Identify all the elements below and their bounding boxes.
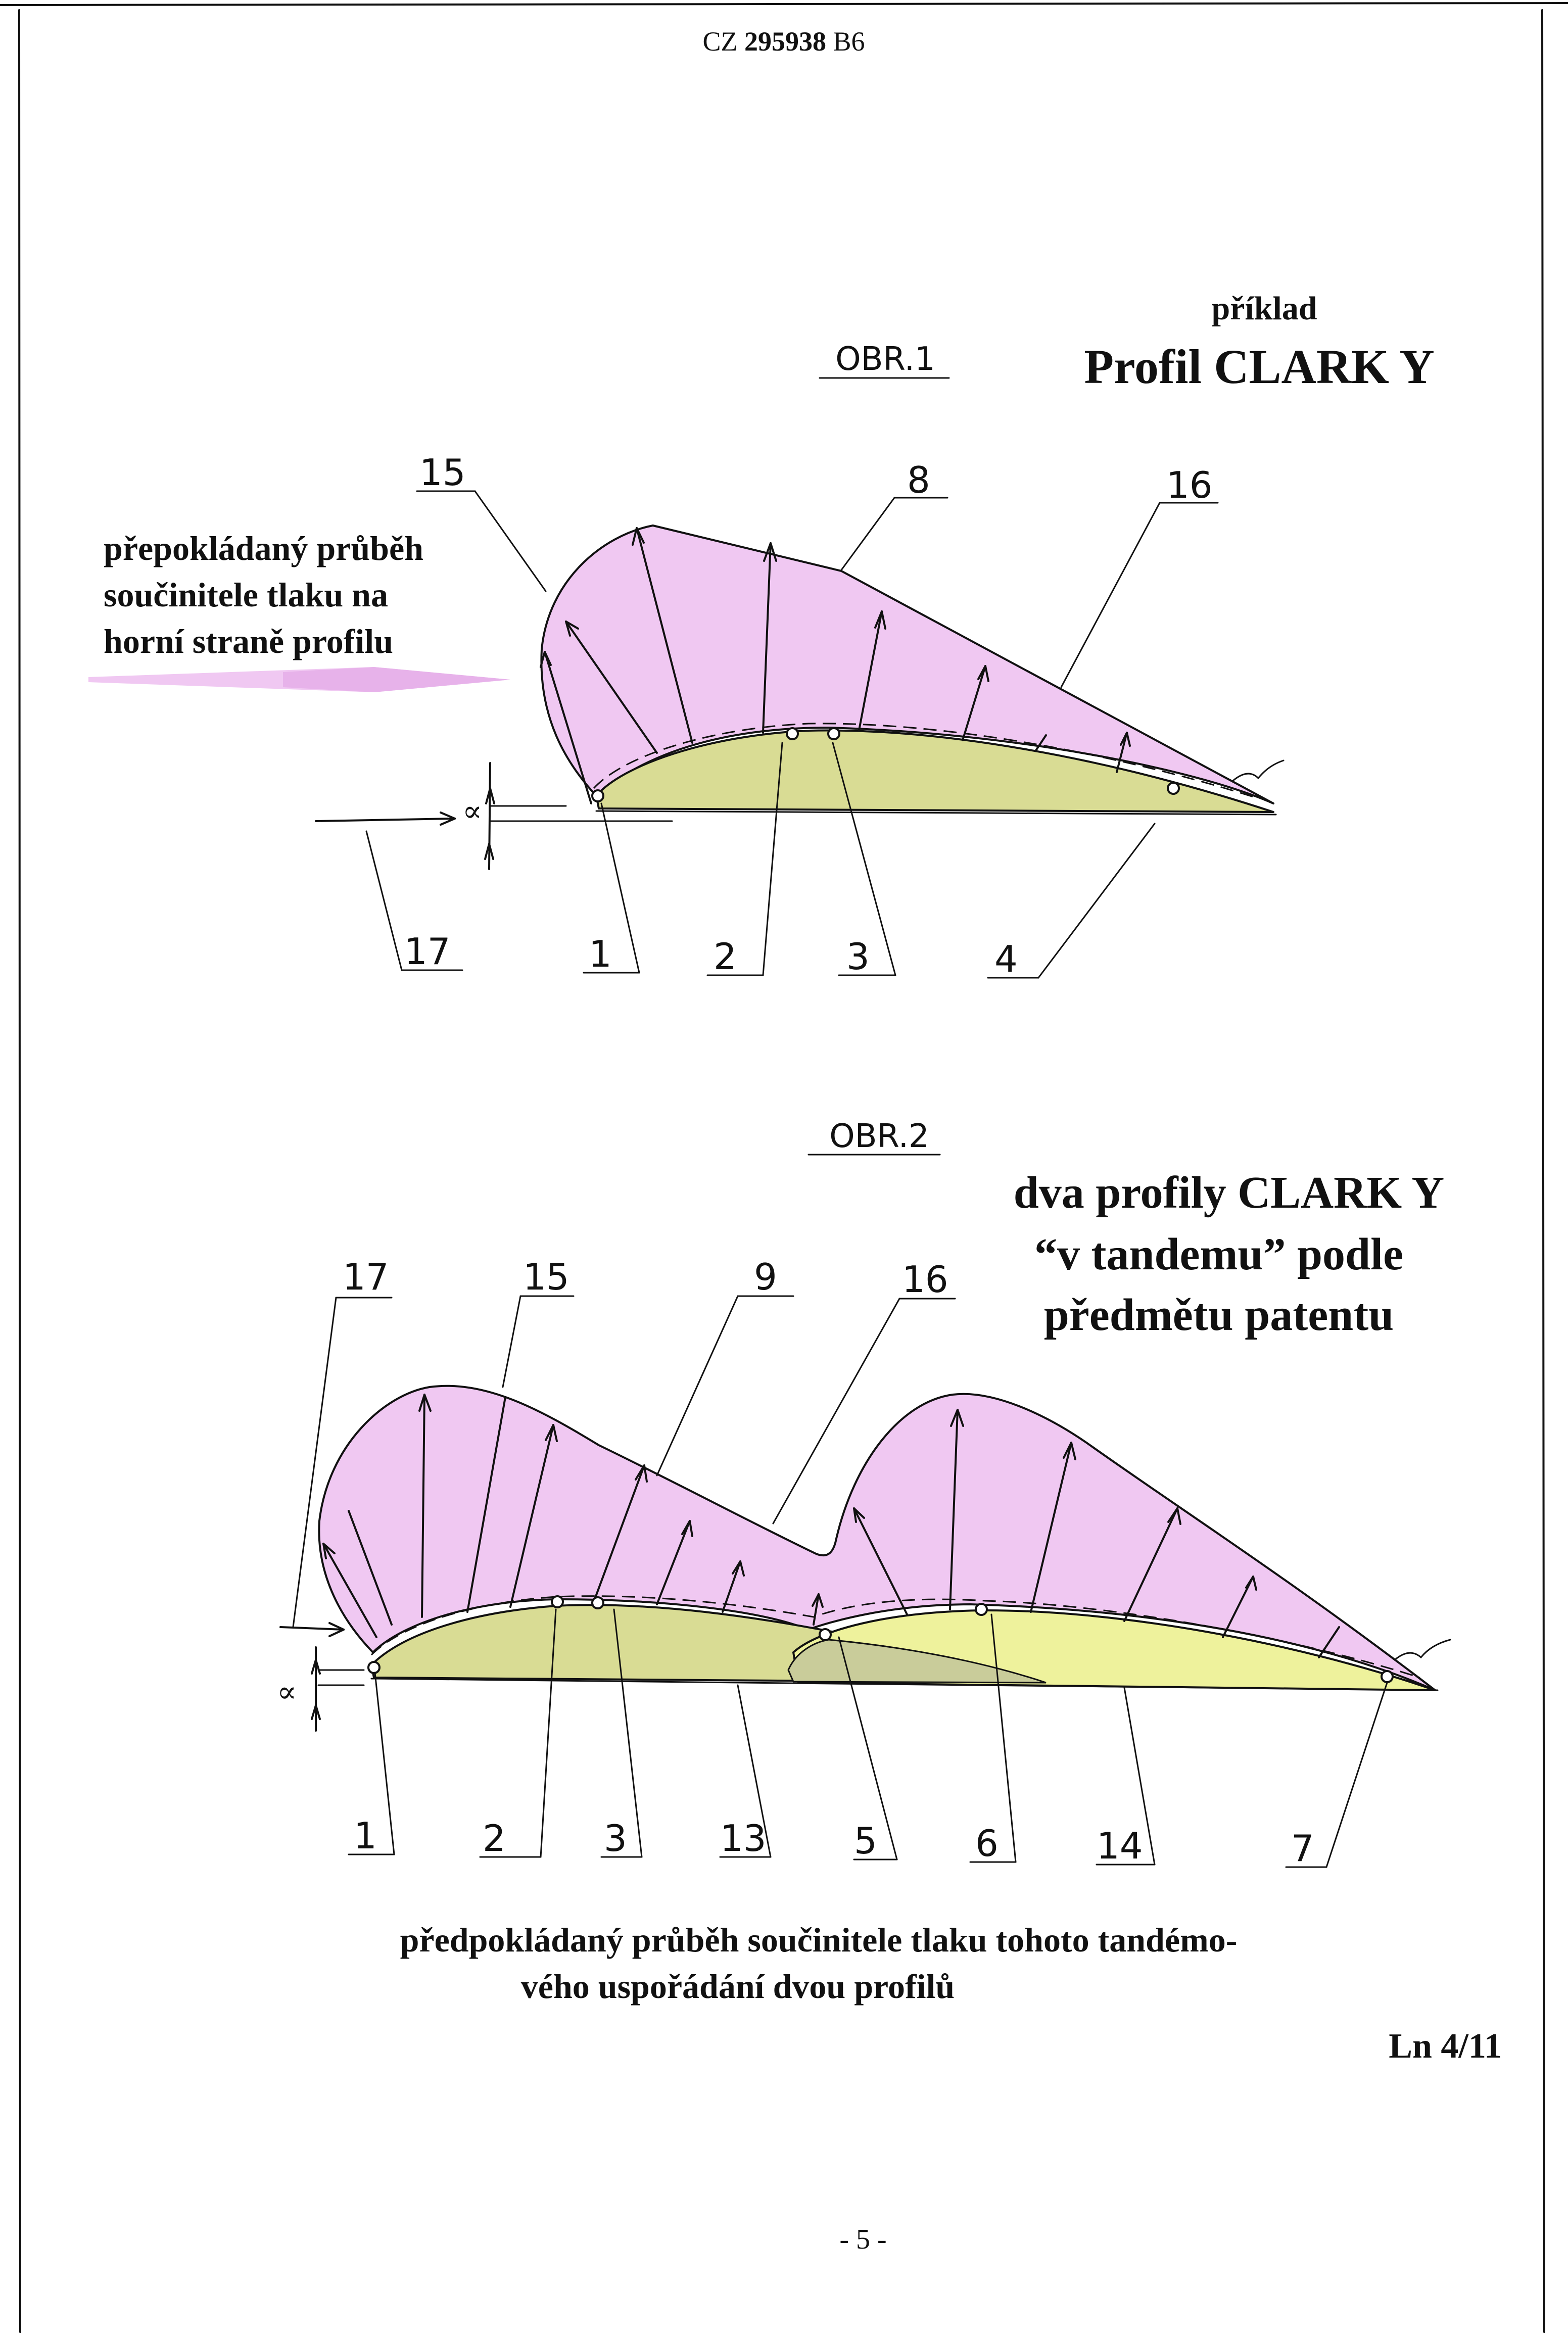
label-6: 6 bbox=[975, 1822, 999, 1865]
node-2 bbox=[551, 1595, 564, 1608]
alpha-symbol-1: ∝ bbox=[462, 795, 482, 828]
label-13: 13 bbox=[720, 1817, 767, 1860]
alpha-symbol-2: ∝ bbox=[277, 1676, 297, 1708]
figure-1: OBR.1 příklad Profil CLARK Y přepokládan… bbox=[88, 290, 1435, 980]
node-1 bbox=[367, 1661, 381, 1674]
label-2: 2 bbox=[483, 1817, 506, 1860]
label-15: 15 bbox=[419, 451, 466, 494]
example-label: příklad bbox=[1211, 290, 1317, 327]
airfoil-overlap bbox=[787, 1639, 1047, 1684]
figure-2-note-1: předpokládaný průběh součinitele tlaku t… bbox=[400, 1921, 1238, 1959]
note-line-3: horní straně profilu bbox=[104, 622, 393, 660]
node-6 bbox=[975, 1603, 988, 1616]
figure-2-title-3: předmětu patentu bbox=[1044, 1290, 1394, 1340]
label-2: 2 bbox=[714, 935, 737, 978]
node-3 bbox=[591, 1596, 604, 1609]
label-1: 1 bbox=[354, 1815, 377, 1857]
label-17: 17 bbox=[343, 1256, 389, 1298]
figure-2-title-2: “v tandemu” podle bbox=[1034, 1229, 1403, 1279]
figure-1-caption: OBR.1 bbox=[835, 341, 935, 378]
sheet-reference: Ln 4/11 bbox=[1389, 2027, 1502, 2066]
figure-2-caption: OBR.2 bbox=[829, 1118, 929, 1155]
node-4 bbox=[1167, 782, 1180, 795]
label-4: 4 bbox=[994, 938, 1018, 980]
flow-arrow-pink bbox=[88, 667, 510, 692]
label-3: 3 bbox=[846, 935, 870, 978]
node-2 bbox=[786, 727, 799, 740]
pressure-arrows-1 bbox=[540, 527, 1131, 804]
note-line-1: přepokládaný průběh bbox=[104, 529, 423, 567]
profile-title: Profil CLARK Y bbox=[1084, 340, 1434, 394]
label-3: 3 bbox=[604, 1817, 627, 1860]
label-1: 1 bbox=[589, 933, 612, 975]
label-9: 9 bbox=[754, 1256, 777, 1298]
leaders-1 bbox=[365, 490, 1219, 979]
node-7 bbox=[1381, 1670, 1394, 1683]
page-number: - 5 - bbox=[839, 2224, 886, 2255]
airfoil-clark-y-1 bbox=[595, 729, 1274, 813]
node-5 bbox=[819, 1628, 832, 1641]
figure-2-note-2: vého uspořádání dvou profilů bbox=[521, 1967, 955, 2006]
figure-2-title-1: dva profily CLARK Y bbox=[1014, 1168, 1445, 1218]
label-16: 16 bbox=[1166, 464, 1213, 506]
label-14: 14 bbox=[1097, 1825, 1143, 1867]
label-17: 17 bbox=[404, 930, 451, 973]
figure-2: OBR.2 dva profily CLARK Y “v tandemu” po… bbox=[277, 1118, 1451, 2006]
label-15: 15 bbox=[523, 1256, 569, 1298]
pressure-arrows-2 bbox=[322, 1394, 1340, 1658]
patent-header: CZ 295938 B6 bbox=[702, 26, 865, 57]
note-line-2: součinitele tlaku na bbox=[104, 576, 388, 614]
node-1 bbox=[591, 789, 604, 802]
label-8: 8 bbox=[907, 459, 930, 501]
label-7: 7 bbox=[1291, 1827, 1314, 1870]
label-5: 5 bbox=[854, 1820, 877, 1862]
leaders-2 bbox=[292, 1295, 1388, 1868]
angle-of-attack-2: ∝ bbox=[277, 1622, 365, 1732]
label-16: 16 bbox=[902, 1258, 948, 1301]
angle-of-attack-1: ∝ bbox=[315, 762, 673, 870]
node-3 bbox=[827, 727, 840, 740]
